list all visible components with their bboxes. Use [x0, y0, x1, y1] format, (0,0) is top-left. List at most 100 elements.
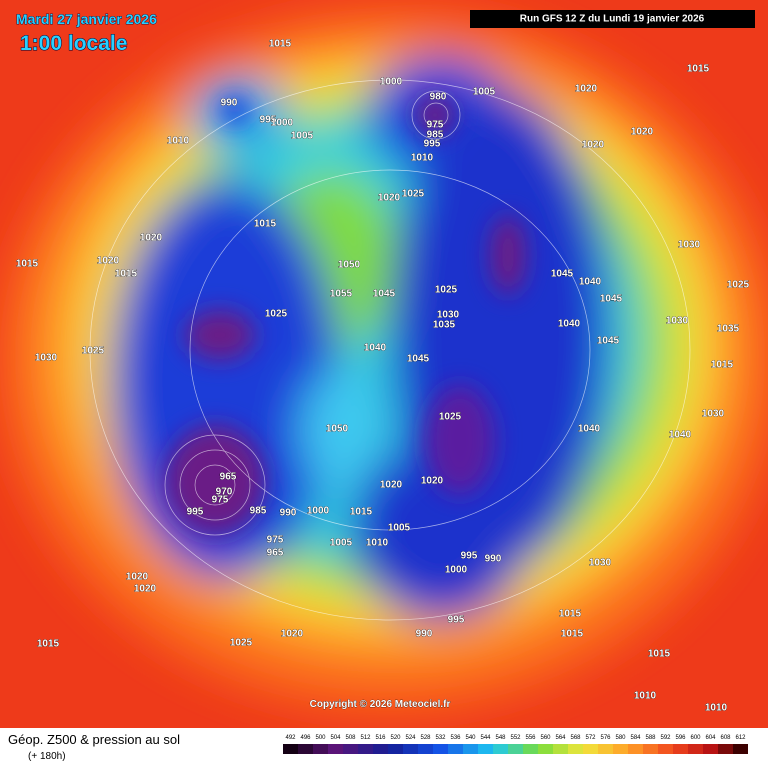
pressure-label: 1000	[380, 77, 403, 88]
scale-label: 560	[540, 735, 551, 741]
scale-label: 492	[285, 735, 296, 741]
scale-label: 580	[615, 735, 626, 741]
pressure-label: 1005	[291, 131, 314, 142]
pressure-label: 1005	[388, 523, 411, 534]
scale-cell	[568, 744, 583, 754]
pressure-label: 1025	[82, 346, 105, 357]
pressure-label: 995	[461, 551, 478, 562]
scale-label: 512	[360, 735, 371, 741]
pressure-label: 1020	[97, 256, 120, 267]
pressure-label: 1020	[631, 127, 654, 138]
pressure-label: 965	[267, 548, 284, 559]
pressure-label: 1040	[364, 343, 387, 354]
pressure-label: 1025	[435, 285, 458, 296]
geopotential-field	[0, 0, 768, 728]
pressure-label: 1015	[37, 639, 60, 650]
pressure-label: 1050	[326, 424, 349, 435]
copyright: Copyright © 2026 Meteociel.fr	[310, 699, 451, 710]
pressure-labels: 1015101099099510001005100098097598599510…	[16, 38, 750, 714]
scale-cell	[523, 744, 538, 754]
pressure-label: 1040	[669, 430, 692, 441]
scale-label: 520	[390, 735, 401, 741]
pressure-label: 1025	[265, 309, 288, 320]
scale-cell	[688, 744, 703, 754]
scale-label: 572	[585, 735, 596, 741]
scale-cell	[343, 744, 358, 754]
scale-cell	[493, 744, 508, 754]
pressure-label: 990	[221, 98, 238, 109]
pressure-label: 1020	[281, 629, 304, 640]
pressure-label: 1015	[254, 219, 277, 230]
pressure-label: 1030	[437, 310, 460, 321]
pressure-label: 1020	[134, 584, 157, 595]
scale-cell	[283, 744, 298, 754]
scale-label: 604	[705, 735, 716, 741]
pressure-label: 1010	[167, 136, 190, 147]
pressure-label: 1045	[551, 269, 574, 280]
scale-label: 596	[675, 735, 686, 741]
pressure-label: 1015	[561, 629, 584, 640]
scale-label: 576	[600, 735, 611, 741]
pressure-label: 1005	[330, 538, 353, 549]
scale-cell	[448, 744, 463, 754]
scale-cell	[733, 744, 748, 754]
pressure-label: 1020	[582, 140, 605, 151]
scale-cell	[583, 744, 598, 754]
scale-label: 540	[465, 735, 476, 741]
pressure-label: 1015	[687, 64, 710, 75]
pressure-label: 1020	[140, 233, 163, 244]
scale-cell	[298, 744, 313, 754]
scale-cell	[313, 744, 328, 754]
pressure-label: 1030	[35, 353, 58, 364]
pressure-label: 1010	[705, 703, 728, 714]
scale-label: 568	[570, 735, 581, 741]
pressure-label: 1020	[380, 480, 403, 491]
pressure-label: 1015	[711, 360, 734, 371]
run-box	[470, 10, 755, 28]
scale-cell	[463, 744, 478, 754]
scale-cell	[613, 744, 628, 754]
scale-cell	[373, 744, 388, 754]
scale-cell	[658, 744, 673, 754]
pressure-label: 1030	[589, 558, 612, 569]
scale-cell	[553, 744, 568, 754]
pressure-label: 1055	[330, 289, 353, 300]
scale-label: 584	[630, 735, 641, 741]
color-scale: 492 496 500 504 508 512 516 520 524 528 532 536 540 5…	[283, 735, 748, 754]
pressure-label: 990	[485, 554, 502, 565]
scale-label: 532	[435, 735, 446, 741]
scale-cell	[703, 744, 718, 754]
scale-label: 564	[555, 735, 566, 741]
pressure-label: 1015	[350, 507, 373, 518]
pressure-label: 1025	[402, 189, 425, 200]
time-text: 1:00 locale	[20, 32, 127, 55]
scale-label: 528	[420, 735, 431, 741]
pressure-label: 995	[424, 139, 441, 150]
legend-subtitle: (+ 180h)	[28, 751, 66, 762]
pressure-label: 1005	[473, 87, 496, 98]
pressure-label: 975	[267, 535, 284, 546]
scale-label: 612	[735, 735, 746, 741]
scale-label: 500	[315, 735, 326, 741]
pressure-label: 1010	[366, 538, 389, 549]
pressure-label: 1045	[407, 354, 430, 365]
date-text: Mardi 27 janvier 2026	[16, 11, 157, 27]
pressure-label: 990	[416, 629, 433, 640]
pressure-label: 1030	[702, 409, 725, 420]
pressure-label: 975	[212, 495, 229, 506]
pressure-label: 1030	[678, 240, 701, 251]
run-text: Run GFS 12 Z du Lundi 19 janvier 2026	[520, 14, 705, 25]
scale-cell	[538, 744, 553, 754]
pressure-label: 980	[430, 92, 447, 103]
scale-cell	[673, 744, 688, 754]
pressure-label: 1040	[558, 319, 581, 330]
scale-label: 496	[300, 735, 311, 741]
pressure-label: 1000	[271, 118, 294, 129]
pressure-label: 1020	[378, 193, 401, 204]
scale-cell	[433, 744, 448, 754]
scale-cell	[403, 744, 418, 754]
scale-label: 592	[660, 735, 671, 741]
scale-cell	[598, 744, 613, 754]
pressure-label: 1040	[579, 277, 602, 288]
scale-cell	[478, 744, 493, 754]
